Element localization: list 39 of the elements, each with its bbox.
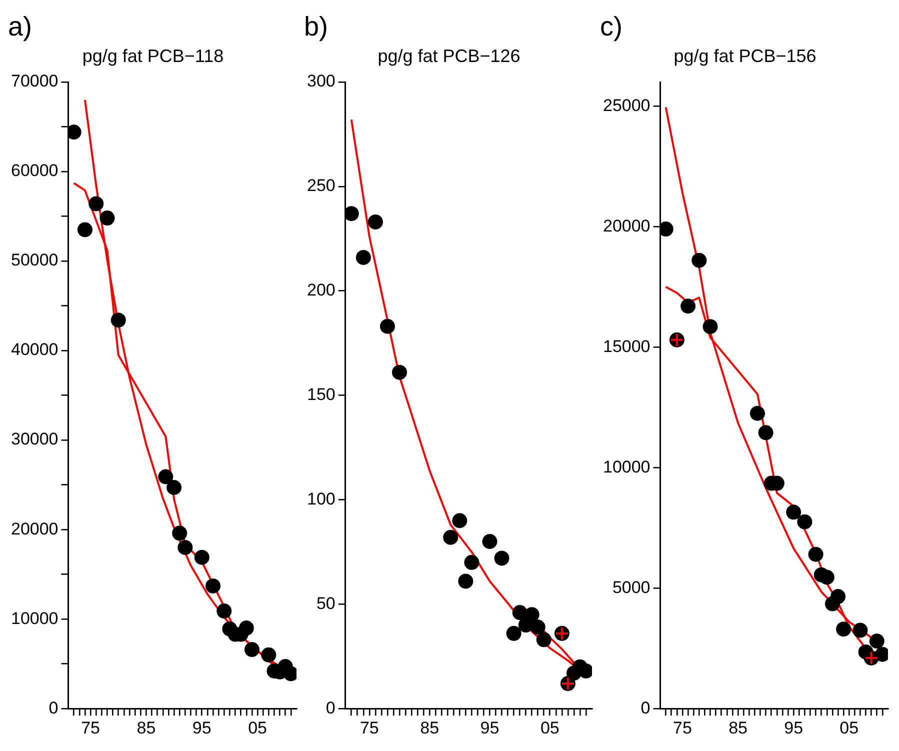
- y-tick-label: 30000: [10, 430, 58, 449]
- y-tick-label: 15000: [602, 336, 650, 356]
- y-tick-label: 20000: [10, 519, 58, 538]
- y-tick-label: 300: [306, 72, 336, 91]
- y-tick-label: 250: [306, 176, 336, 196]
- y-tick-label: 100: [306, 489, 336, 508]
- y-tick-label: 0: [48, 698, 58, 718]
- y-tick-label: 10000: [10, 608, 58, 628]
- x-tick-label: 85: [420, 718, 440, 738]
- y-tick-label: 5000: [612, 578, 650, 597]
- chart-title: a): [8, 12, 32, 42]
- y-tick-label: 25000: [602, 96, 650, 115]
- x-tick-label: 75: [673, 718, 692, 738]
- x-tick-label: 95: [192, 718, 212, 738]
- x-tick-label: 85: [728, 718, 748, 738]
- x-tick-label: 75: [360, 718, 379, 738]
- x-tick-label: 95: [784, 718, 804, 738]
- chart-subtitle: pg/g fat PCB−126: [378, 46, 520, 66]
- chart-subtitle: pg/g fat PCB−118: [82, 46, 224, 66]
- x-tick-label: 05: [840, 718, 859, 738]
- x-tick-label: 95: [480, 718, 500, 738]
- chart-title: c): [600, 12, 622, 42]
- y-tick-label: 50000: [10, 250, 58, 270]
- y-tick-label: 10000: [602, 457, 650, 476]
- chart-title: b): [304, 12, 328, 42]
- y-tick-label: 40000: [10, 340, 58, 360]
- y-tick-label: 0: [326, 698, 336, 718]
- y-tick-label: 60000: [10, 161, 58, 180]
- y-tick-label: 70000: [10, 72, 58, 91]
- y-tick-label: 50: [316, 594, 336, 613]
- y-tick-label: 20000: [602, 216, 650, 236]
- y-tick-label: 0: [640, 698, 650, 718]
- chart-subtitle: pg/g fat PCB−156: [674, 46, 816, 66]
- x-tick-label: 75: [81, 718, 100, 738]
- y-tick-label: 200: [306, 280, 336, 300]
- x-tick-label: 05: [248, 718, 267, 738]
- x-tick-label: 85: [136, 718, 156, 738]
- x-tick-label: 05: [540, 718, 560, 738]
- y-tick-label: 150: [306, 384, 336, 404]
